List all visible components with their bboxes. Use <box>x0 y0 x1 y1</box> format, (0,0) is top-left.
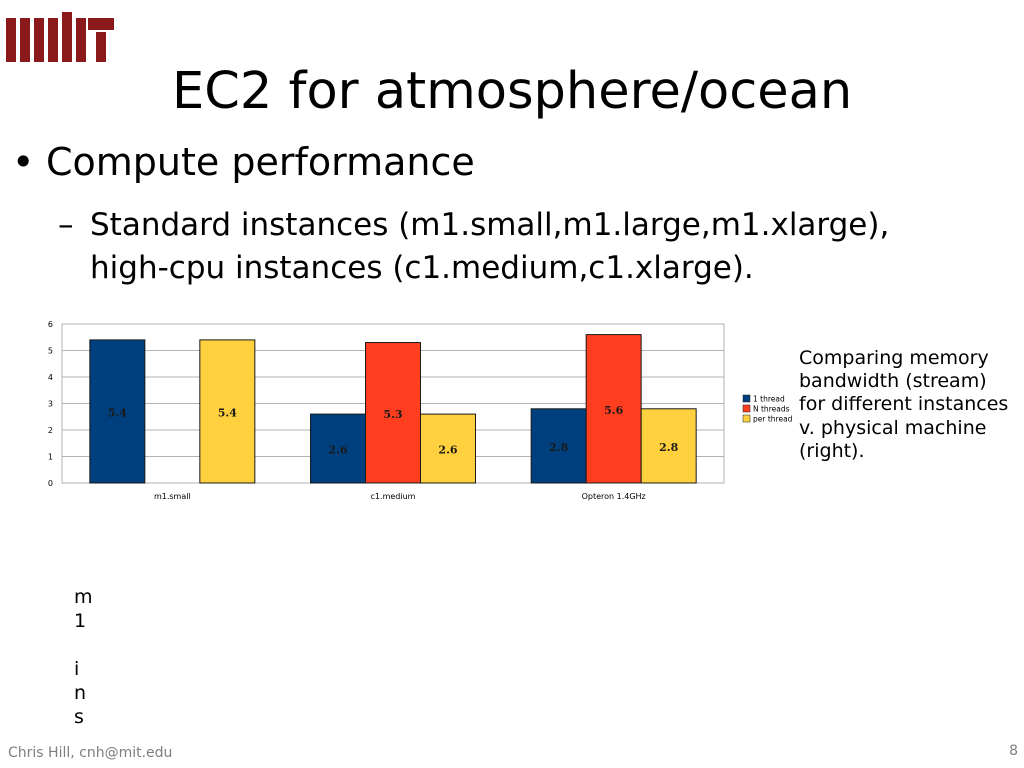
bar-1-thread <box>89 339 146 484</box>
vertical-char: 1 <box>74 610 87 632</box>
logo-bar <box>88 18 114 30</box>
legend-label: 1 thread <box>753 395 785 404</box>
vertical-char: s <box>74 706 84 728</box>
x-category-label: c1.medium <box>371 492 416 501</box>
bullet-compute-performance: • Compute performance <box>12 140 475 184</box>
legend-label: N threads <box>753 405 790 414</box>
logo-bar <box>6 18 16 62</box>
y-tick-label: 1 <box>48 453 53 462</box>
data-label: 2.8 <box>659 441 678 454</box>
data-label: 2.6 <box>328 444 347 457</box>
slide-title: EC2 for atmosphere/ocean <box>172 62 853 122</box>
y-tick-label: 2 <box>48 426 53 435</box>
data-label: 2.8 <box>549 441 568 454</box>
logo-bar <box>62 12 72 62</box>
bandwidth-chart: 0 1 2 3 4 5 6 5.4 5.4 m1.small 2.6 5.3 2.6 c1.medium 2… <box>34 315 799 514</box>
note-line-1: Comparing memory <box>799 347 989 369</box>
logo-bar <box>76 18 86 62</box>
vertical-char: n <box>74 682 87 704</box>
logo-bar <box>34 18 44 62</box>
vertical-char: i <box>74 658 80 680</box>
sub-bullet-instances: – Standard instances (m1.small,m1.large,… <box>58 204 889 291</box>
vertical-text: m 1 i n s <box>74 586 94 730</box>
data-label: 2.6 <box>438 444 457 457</box>
note-line-4: v. physical machine <box>799 416 987 439</box>
y-tick-label: 4 <box>48 373 53 382</box>
vertical-char: m <box>74 586 93 608</box>
vertical-char <box>74 634 94 658</box>
chart-note: Comparing memory bandwidth (stream) for … <box>799 347 1024 463</box>
page-number: 8 <box>1009 743 1018 759</box>
y-tick-label: 3 <box>48 400 53 409</box>
legend-swatch <box>742 394 751 403</box>
note-line-5: (right). <box>799 439 865 462</box>
bar-1-thread <box>310 413 366 484</box>
bar-per-thread <box>640 408 697 484</box>
bar-per-thread <box>420 413 476 484</box>
sub-bullet-line-2: high-cpu instances (c1.medium,c1.xlarge)… <box>90 250 754 287</box>
data-label: 5.4 <box>218 406 237 419</box>
sub-bullet-line-1: Standard instances (m1.small,m1.large,m1… <box>90 207 890 243</box>
legend-swatch <box>742 414 751 423</box>
data-label: 5.4 <box>108 406 127 419</box>
data-label: 5.3 <box>383 408 402 421</box>
note-line-3: for different instances <box>799 393 1009 416</box>
x-category-label: m1.small <box>154 492 191 501</box>
logo-bar <box>20 18 30 62</box>
y-tick-label: 0 <box>48 479 53 488</box>
bar-N-threads <box>365 342 421 484</box>
mit-logo <box>6 12 114 68</box>
legend-swatch <box>742 404 751 413</box>
note-line-2: bandwidth (stream) <box>799 370 987 393</box>
bullet-dot: • <box>12 140 35 184</box>
y-tick-label: 6 <box>48 320 53 329</box>
mit-logo-bars <box>6 12 114 62</box>
logo-bar <box>96 32 106 62</box>
bar-chart-svg: 0 1 2 3 4 5 6 5.4 5.4 m1.small 2.6 5.3 2.6 c1.medium 2… <box>48 320 793 501</box>
legend-label: per thread <box>753 415 793 424</box>
bar-per-thread <box>199 339 256 484</box>
bullet-text: Compute performance <box>46 140 475 184</box>
sub-bullet-dash: – <box>58 207 74 243</box>
data-label: 5.6 <box>604 404 623 417</box>
x-category-label: Opteron 1.4GHz <box>582 492 646 501</box>
footer-author: Chris Hill, cnh@mit.edu <box>8 745 173 761</box>
logo-bar <box>48 18 58 62</box>
y-tick-label: 5 <box>48 347 53 356</box>
